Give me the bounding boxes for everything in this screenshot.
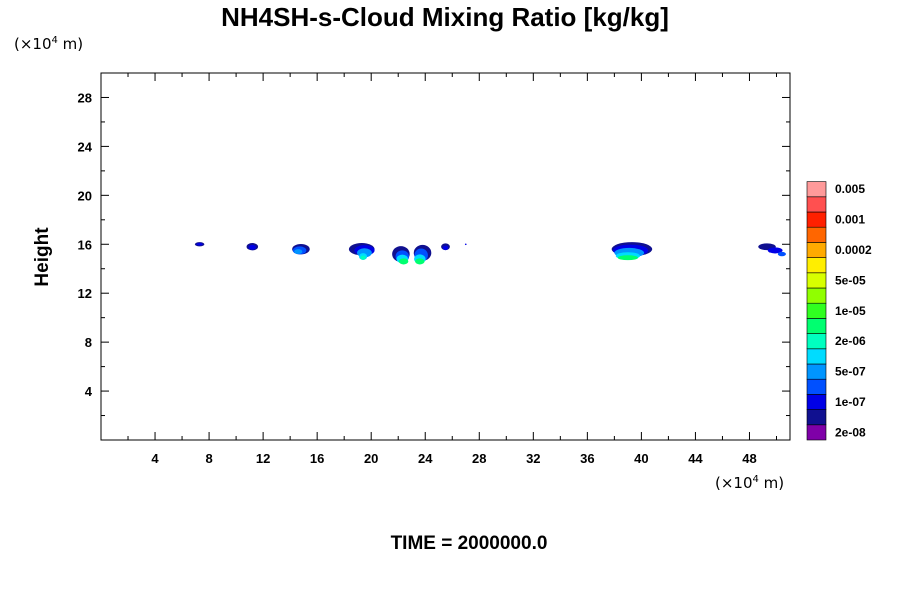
colorbar-swatch [806, 378, 827, 395]
colorbar-label: 1e-07 [835, 395, 866, 409]
x-axis-unit: (×104 m) [715, 474, 784, 492]
colorbar-label: 5e-05 [835, 273, 866, 287]
colorbar-swatch [806, 211, 827, 228]
data-blob [617, 255, 639, 261]
colorbar-swatch [806, 181, 827, 198]
y-tick-label: 8 [85, 335, 92, 350]
data-blob [196, 243, 203, 246]
colorbar-label: 1e-05 [835, 304, 866, 318]
x-tick-label: 8 [205, 451, 212, 466]
y-tick-label: 12 [78, 286, 92, 301]
y-tick-label: 28 [78, 90, 92, 105]
x-tick-label: 40 [634, 451, 648, 466]
colorbar-swatch [806, 394, 827, 410]
chart-title: NH4SH-s-Cloud Mixing Ratio [kg/kg] [221, 2, 669, 32]
data-blob [777, 251, 786, 257]
data-layer [194, 242, 786, 265]
x-tick-label: 20 [364, 451, 378, 466]
x-tick-label: 32 [526, 451, 540, 466]
colorbar-swatch [806, 409, 827, 426]
colorbar-label: 0.0002 [835, 243, 872, 257]
y-tick-label: 20 [78, 188, 92, 203]
colorbar-label: 2e-08 [835, 425, 866, 439]
colorbar-label: 0.005 [835, 182, 865, 196]
data-blob [767, 247, 783, 254]
x-tick-label: 36 [580, 451, 594, 466]
colorbar: 2e-08 1e-07 5e-07 2e-06 1e-05 5e-05 0.0002 0.00… [806, 181, 872, 441]
colorbar-swatch [806, 333, 827, 350]
colorbar-swatch [806, 257, 827, 274]
x-tick-label: 24 [418, 451, 433, 466]
x-tick-label: 12 [256, 451, 270, 466]
x-tick-label: 48 [742, 451, 756, 466]
time-label: TIME = 2000000.0 [391, 533, 548, 554]
plot-frame [100, 72, 791, 441]
x-tick-label: 28 [472, 451, 486, 466]
colorbar-label: 0.001 [835, 213, 865, 227]
colorbar-swatch [806, 242, 827, 258]
colorbar-swatch [806, 348, 827, 365]
x-tick-label: 4 [151, 451, 159, 466]
colorbar-swatch [806, 226, 827, 243]
colorbar-swatch [806, 424, 827, 441]
y-tick-label: 4 [85, 384, 93, 399]
colorbar-swatch [806, 302, 827, 319]
x-tick-label: 44 [688, 451, 703, 466]
data-blob [360, 255, 366, 260]
data-blob [294, 249, 303, 255]
data-blob [415, 258, 425, 265]
colorbar-label: 5e-07 [835, 365, 866, 379]
colorbar-swatch [806, 272, 827, 289]
y-axis-unit: (×104 m) [14, 35, 83, 53]
data-blob [464, 243, 467, 246]
data-blob [398, 258, 409, 265]
colorbar-swatch [806, 363, 827, 380]
data-blob [442, 245, 449, 251]
x-tick-label: 16 [310, 451, 324, 466]
y-tick-label: 16 [78, 237, 92, 252]
colorbar-swatch [806, 287, 827, 304]
y-tick-label: 24 [78, 139, 93, 154]
colorbar-swatch [806, 196, 827, 213]
y-axis-label: Height [32, 227, 53, 287]
data-blob [248, 244, 257, 250]
colorbar-label: 2e-06 [835, 334, 866, 348]
colorbar-swatch [806, 318, 827, 334]
